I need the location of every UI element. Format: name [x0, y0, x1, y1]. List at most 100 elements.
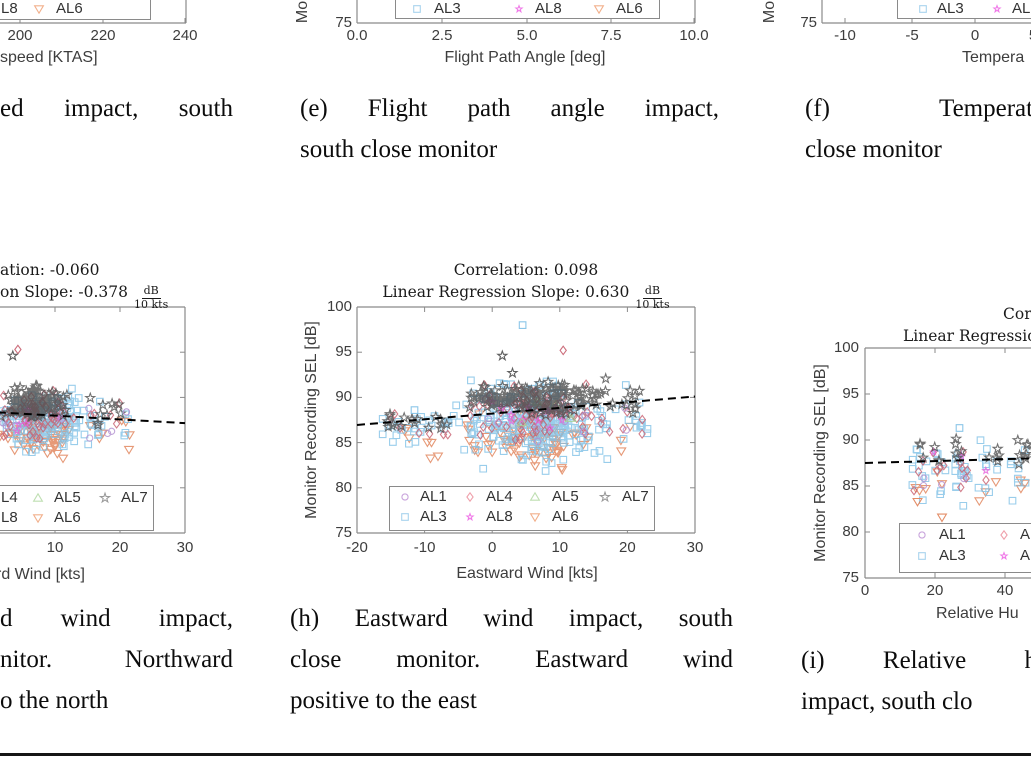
outlier-AL1 — [579, 428, 588, 436]
legend-marker-AL3-square-icon — [398, 510, 412, 524]
outlier-AL3 — [410, 406, 419, 414]
plot-h-xtick--20: -20 — [346, 539, 368, 556]
legend-label-AL3: AL3 — [937, 0, 964, 17]
fraction-numerator: dB — [642, 284, 663, 299]
plot-g-slope-fraction: dB 10 kts — [134, 285, 168, 311]
legend-label-AL8: AL8 — [1020, 547, 1031, 564]
plot-g-points — [0, 344, 135, 464]
caption-i-line-2: impact, south clo — [801, 688, 973, 715]
legend-marker-AL6-triangle-down-icon — [592, 2, 606, 16]
plot-g-xaxis-label: rd Wind [kts] — [0, 566, 85, 583]
outlier-AL3 — [518, 321, 527, 329]
legend-label-AL7: AL7 — [622, 488, 649, 505]
caption-h-line-1: (h) Eastward wind impact, south — [290, 605, 733, 633]
plot-g-xtick-20: 20 — [111, 539, 129, 556]
outlier-AL7 — [496, 349, 509, 362]
plot-i-xtick-20: 20 — [926, 582, 944, 599]
legend-label-AL8: AL8 — [535, 0, 562, 17]
plot-g-slope-text: on Slope: -0.378 — [0, 283, 129, 301]
caption-word: Eastward — [535, 646, 629, 673]
plot-h-slope-fraction: dB 10 kts — [635, 285, 669, 311]
plot-i-points — [908, 424, 1031, 523]
caption-word: h — [1024, 647, 1031, 674]
outlier-AL1 — [122, 408, 131, 416]
plot-h-xtick-20: 20 — [619, 539, 636, 556]
caption-word: impact, — [64, 95, 139, 122]
plot-f-xtick-0: 0 — [970, 27, 980, 44]
legend-label-L8: L8 — [1, 0, 18, 17]
caption-word: Temperature — [939, 95, 1031, 122]
caption-word: impact, — [644, 95, 719, 122]
legend-label-AL3: AL3 — [939, 547, 966, 564]
legend-marker-AL7-star-icon — [98, 491, 112, 505]
plot-d-xtick-220: 220 — [90, 27, 116, 44]
plot-h-xtick--10: -10 — [413, 539, 436, 556]
series-AL7 — [84, 391, 127, 431]
plot-i-ytick-75: 75 — [842, 569, 859, 586]
legend-marker-AL1-circle-icon — [398, 490, 412, 504]
caption-g-line-3: o the north — [0, 687, 109, 714]
legend-marker-AL6-triangle-down-icon — [31, 511, 45, 525]
page-edge-rule — [0, 753, 1031, 756]
plot-d-xtick-240: 240 — [172, 27, 198, 44]
legend-label-AL3: AL3 — [434, 0, 461, 17]
caption-word: south — [678, 605, 733, 632]
legend-marker-AL8-pentagram-icon — [997, 549, 1011, 563]
plot-i-ytick-90: 90 — [842, 431, 859, 448]
legend-marker-AL7-star-icon — [598, 490, 612, 504]
legend-label-L4: L4 — [1, 489, 18, 506]
caption-h-line-3: positive to the east — [290, 687, 477, 714]
legend-box-g — [0, 485, 154, 531]
caption-word: ed — [0, 95, 24, 122]
legend-marker-AL6-triangle-down-icon — [32, 2, 46, 16]
legend-marker-AL6-triangle-down-icon — [528, 510, 542, 524]
legend-label-AL6: AL6 — [56, 0, 83, 17]
plot-h-trend-line — [356, 395, 696, 426]
fraction-denominator: 10 kts — [134, 297, 169, 311]
plot-g-trend-line — [0, 411, 186, 425]
legend-marker-AL8-pentagram-icon — [512, 2, 526, 16]
plot-h-points — [378, 321, 652, 476]
plot-h-xtick-0: 0 — [488, 539, 497, 556]
plot-f-xtick--5: -5 — [905, 27, 919, 44]
caption-word: d — [0, 605, 13, 632]
plot-h-slope-text: Linear Regression Slope: 0.630 — [382, 283, 630, 301]
outlier-AL6 — [912, 497, 923, 507]
legend-label-AL1: AL1 — [939, 526, 966, 543]
outlier-AL3 — [955, 424, 964, 432]
outlier-AL6 — [936, 513, 948, 523]
plot-h-ytick-80: 80 — [335, 478, 352, 496]
series-AL7 — [0, 379, 74, 422]
series-AL4 — [619, 406, 647, 440]
legend-marker-AL4-diamond-icon — [997, 528, 1011, 542]
plot-f-ytick-75: 75 — [800, 14, 817, 31]
caption-word: wind — [682, 646, 733, 673]
plot-h-ytick-90: 90 — [335, 388, 352, 406]
legend-label-AL6: AL6 — [552, 508, 579, 525]
legend-label-AL4: AL4 — [486, 488, 513, 505]
plot-f-xtick--10: -10 — [834, 27, 856, 44]
plot-i-xtick-0: 0 — [860, 582, 870, 599]
plot-e-xaxis-label: Flight Path Angle [deg] — [444, 49, 606, 66]
plot-h-ytick-95: 95 — [335, 343, 352, 361]
legend-label-AL5: AL5 — [552, 488, 579, 505]
plot-h-xaxis-label: Eastward Wind [kts] — [456, 565, 598, 582]
series-AL7 — [615, 383, 646, 419]
legend-marker-AL3-square-icon — [916, 2, 930, 16]
caption-word: Flight — [367, 95, 428, 122]
plot-e-xtick-0.0: 0.0 — [346, 27, 368, 44]
legend-marker-AL8-pentagram-icon — [463, 510, 477, 524]
plot-i-title-correlation: Correlati — [1003, 305, 1031, 323]
legend-label-AL4: AL4 — [1020, 526, 1031, 543]
outlier-AL4 — [559, 345, 567, 356]
caption-word: Eastward — [354, 605, 448, 632]
series-AL1 — [919, 474, 968, 490]
caption-i-line-1: (i) Relative h — [801, 647, 1031, 675]
caption-word: (i) — [801, 647, 825, 674]
outlier-AL7 — [6, 349, 19, 362]
plot-e-yaxis-label-remnant: Mo — [294, 0, 311, 24]
plot-f-xtick-5: 5 — [1008, 27, 1031, 44]
caption-f-line-1: (f) Temperature — [805, 95, 1031, 123]
plot-h-ytick-100: 100 — [326, 298, 352, 315]
legend-box-i — [899, 523, 1031, 573]
